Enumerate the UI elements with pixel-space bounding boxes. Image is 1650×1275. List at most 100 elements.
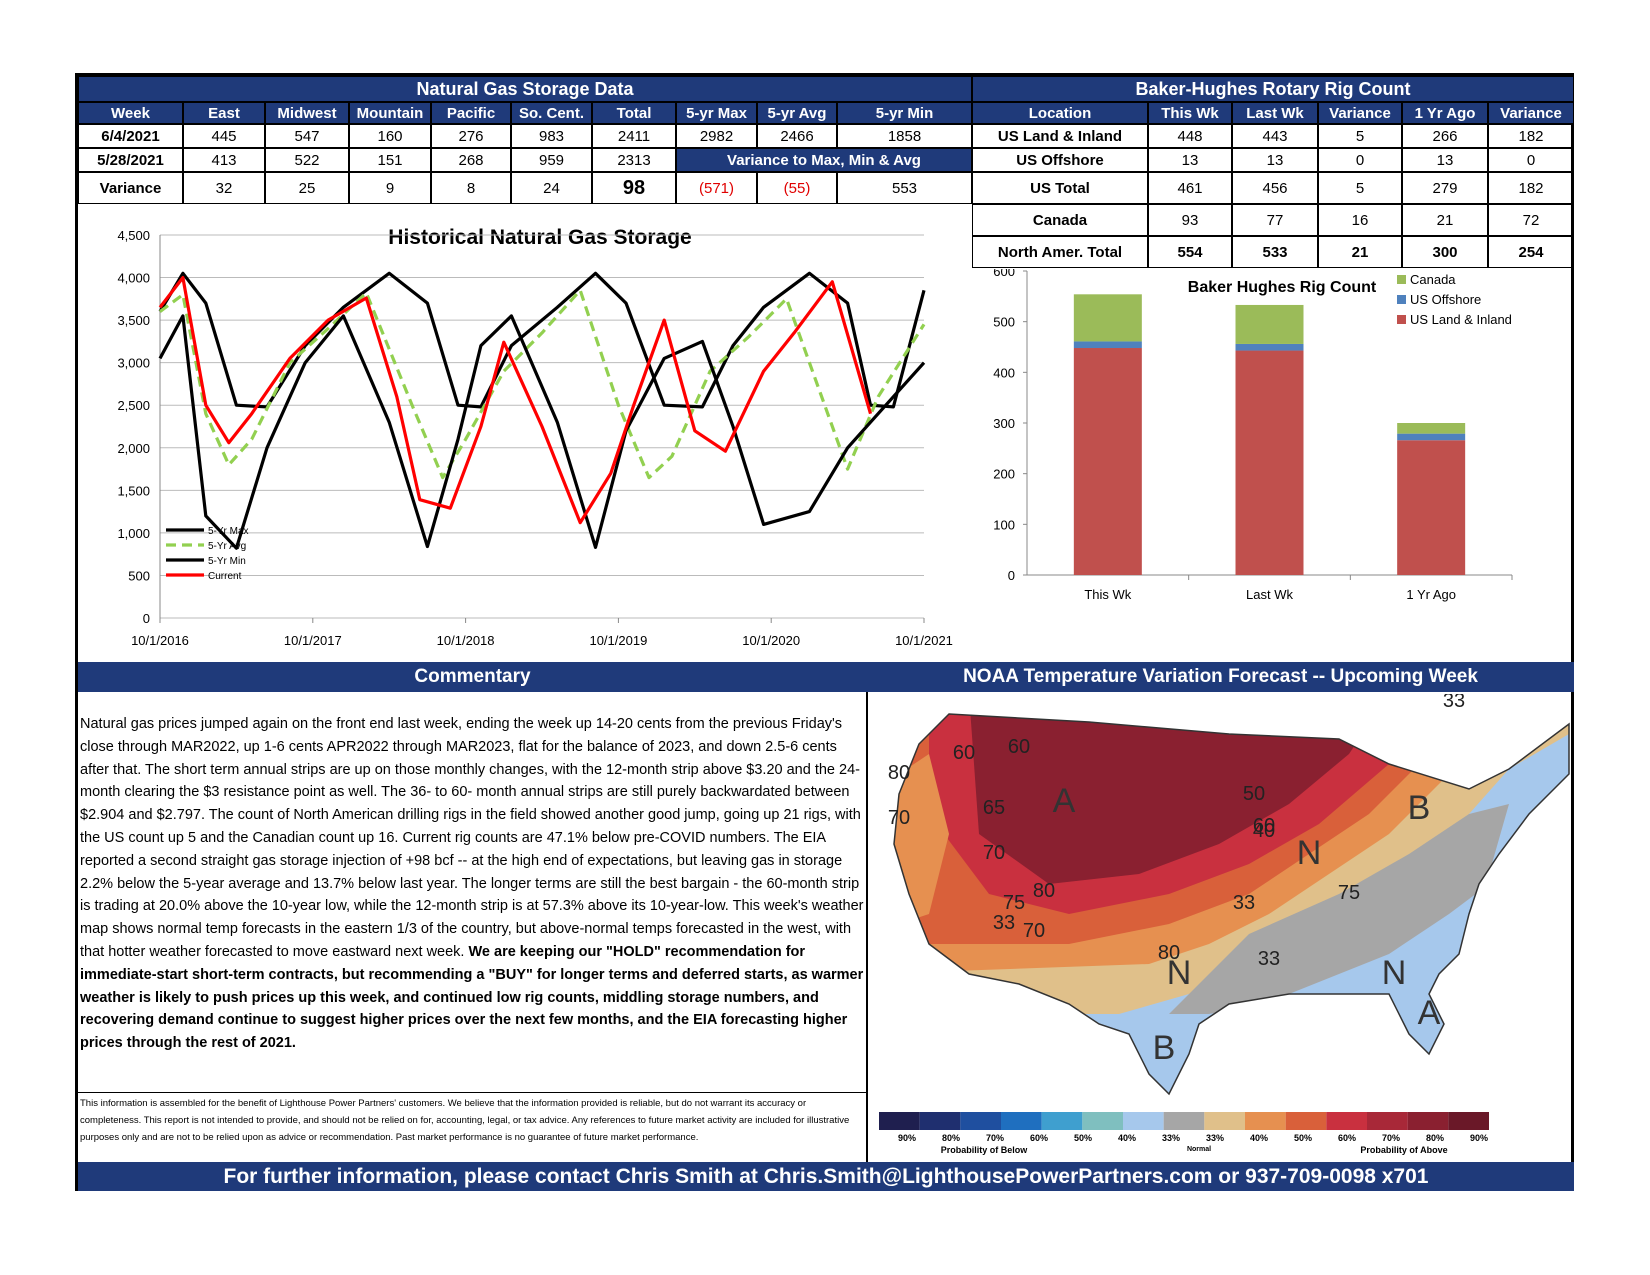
bar-us-land-inland: [1235, 350, 1304, 575]
scale-label: 50%: [1294, 1133, 1312, 1143]
storage-header: East: [183, 102, 265, 124]
scale-swatch: [1082, 1112, 1123, 1130]
scale-label: 70%: [1382, 1133, 1400, 1143]
map-label: 70: [983, 842, 1005, 864]
scale-swatch: [960, 1112, 1001, 1130]
bar-us-offshore: [1235, 343, 1304, 351]
storage-cell: 547: [265, 124, 349, 148]
rig-cell: 443: [1232, 124, 1318, 148]
scale-above-label: Probability of Above: [1360, 1145, 1447, 1155]
rig-cell: US Offshore: [972, 148, 1148, 172]
map-label: B: [1408, 789, 1431, 827]
x-tick-label: 10/1/2018: [437, 633, 495, 648]
storage-chart-title: Historical Natural Gas Storage: [388, 226, 691, 249]
map-label: 75: [1338, 882, 1360, 904]
bar-us-offshore: [1397, 433, 1466, 441]
y-tick-label: 0: [143, 611, 150, 626]
rig-cell: 554: [1148, 236, 1232, 268]
scale-swatch: [1245, 1112, 1286, 1130]
storage-cell: 2313: [592, 148, 676, 172]
storage-cell: 6/4/2021: [78, 124, 183, 148]
storage-header: So. Cent.: [511, 102, 592, 124]
rig-cell: 5: [1318, 124, 1402, 148]
map-label: 80: [1158, 942, 1180, 964]
storage-cell: 522: [265, 148, 349, 172]
rig-cell: 77: [1232, 204, 1318, 236]
x-tick-label: 10/1/2020: [742, 633, 800, 648]
storage-cell: 276: [431, 124, 511, 148]
storage-header: 5-yr Min: [837, 102, 972, 124]
rig-header: Last Wk: [1232, 102, 1318, 124]
rig-cell: 266: [1402, 124, 1488, 148]
divider: [78, 1092, 867, 1093]
map-label: 80: [1033, 880, 1055, 902]
rig-cell: 93: [1148, 204, 1232, 236]
bar-canada: [1073, 294, 1142, 342]
scale-label: 60%: [1338, 1133, 1356, 1143]
legend-label: 5-Yr Max: [208, 526, 249, 537]
rig-cell: 461: [1148, 172, 1232, 204]
scale-swatch: [879, 1112, 920, 1130]
contact-footer: For further information, please contact …: [78, 1162, 1574, 1191]
storage-cell: 98: [592, 172, 676, 204]
x-tick-label: 10/1/2019: [589, 633, 647, 648]
scale-label: 80%: [1426, 1133, 1444, 1143]
scale-label: 40%: [1118, 1133, 1136, 1143]
storage-cell: 445: [183, 124, 265, 148]
storage-header: 5-yr Avg: [757, 102, 837, 124]
map-label: 50: [1243, 783, 1265, 805]
bar-us-land-inland: [1073, 348, 1142, 575]
storage-cell: 8: [431, 172, 511, 204]
scale-swatch: [1123, 1112, 1164, 1130]
rig-cell: US Land & Inland: [972, 124, 1148, 148]
commentary-recommendation: We are keeping our "HOLD" recommendation…: [80, 943, 864, 1052]
commentary-body: Natural gas prices jumped again on the f…: [80, 713, 864, 1055]
map-label: 40: [1253, 820, 1275, 842]
scale-swatch: [1204, 1112, 1245, 1130]
scale-swatch: [1285, 1112, 1327, 1130]
storage-cell: 5/28/2021: [78, 148, 183, 172]
x-tick-label: 10/1/2017: [284, 633, 342, 648]
rig-chart-title: Baker Hughes Rig Count: [1188, 279, 1377, 296]
series-line-5-yr-min: [158, 314, 926, 550]
scale-label: 40%: [1250, 1133, 1268, 1143]
rig-cell: 254: [1488, 236, 1574, 268]
y-tick-label: 300: [993, 416, 1015, 431]
rig-header: Variance: [1488, 102, 1574, 124]
rig-cell: 0: [1488, 148, 1574, 172]
scale-below-label: Probability of Below: [941, 1145, 1029, 1155]
storage-header: 5-yr Max: [676, 102, 757, 124]
legend-label: Canada: [1410, 272, 1456, 287]
map-label: 60: [1253, 815, 1275, 837]
storage-cell: 268: [431, 148, 511, 172]
scale-normal-label: Normal: [1187, 1146, 1211, 1153]
scale-swatch: [1041, 1112, 1083, 1130]
scale-label: 33%: [1162, 1133, 1180, 1143]
map-label: B: [1153, 1029, 1176, 1067]
scale-label: 60%: [1030, 1133, 1048, 1143]
scale-label: 90%: [1470, 1133, 1488, 1143]
y-tick-label: 600: [993, 269, 1015, 279]
noaa-title: NOAA Temperature Variation Forecast -- U…: [867, 662, 1574, 692]
map-label: 33: [993, 912, 1015, 934]
map-label: 65: [983, 797, 1005, 819]
scale-label: 33%: [1206, 1133, 1224, 1143]
commentary-text: Natural gas prices jumped again on the f…: [80, 716, 864, 960]
scale-swatch: [1326, 1112, 1367, 1130]
x-tick-label: 1 Yr Ago: [1406, 587, 1456, 602]
storage-cell: 24: [511, 172, 592, 204]
rig-cell: 182: [1488, 172, 1574, 204]
bar-canada: [1235, 304, 1304, 344]
legend-label: US Land & Inland: [1410, 312, 1512, 327]
storage-cell: 25: [265, 172, 349, 204]
scale-swatch: [1163, 1112, 1205, 1130]
x-tick-label: This Wk: [1084, 587, 1131, 602]
x-tick-label: Last Wk: [1246, 587, 1293, 602]
legend-label: 5-Yr Min: [208, 556, 246, 567]
map-label: N: [1297, 834, 1322, 872]
map-label: 75: [1003, 892, 1025, 914]
y-tick-label: 4,000: [117, 271, 150, 286]
y-tick-label: 500: [128, 568, 150, 583]
storage-header: Pacific: [431, 102, 511, 124]
rig-cell: North Amer. Total: [972, 236, 1148, 268]
